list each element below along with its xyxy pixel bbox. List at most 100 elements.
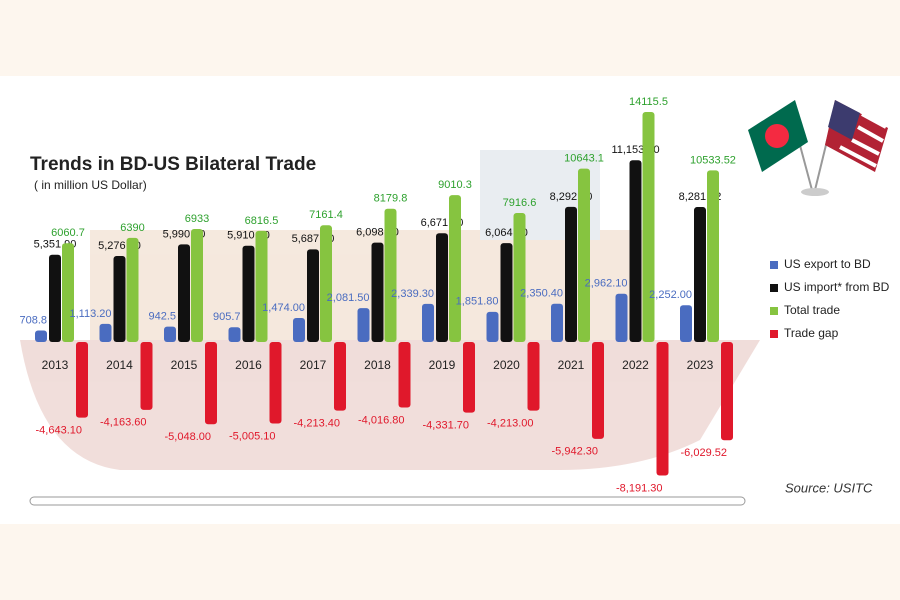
- x-tick-label: 2013: [42, 358, 69, 372]
- data-label: 2,962.10: [585, 278, 628, 290]
- data-label: 7916.6: [503, 197, 537, 209]
- bar: [721, 342, 733, 441]
- bar: [565, 206, 577, 342]
- chart-title: Trends in BD-US Bilateral Trade: [30, 154, 316, 175]
- bar: [371, 242, 384, 342]
- data-label: -4,213.00: [487, 418, 533, 430]
- x-tick-label: 2021: [558, 358, 585, 372]
- data-label: 942.5: [148, 311, 176, 323]
- bar: [113, 256, 126, 342]
- legend-swatch: [770, 284, 778, 292]
- flags: [748, 100, 888, 196]
- bar: [436, 233, 448, 342]
- data-label: 6816.5: [245, 215, 279, 227]
- bar: [269, 342, 282, 424]
- data-label: 2,252.00: [649, 289, 692, 301]
- data-label: -5,942.30: [552, 446, 598, 458]
- bar: [513, 213, 526, 342]
- bar: [398, 342, 411, 408]
- x-tick-label: 2015: [171, 358, 198, 372]
- data-label: 2,350.40: [520, 288, 563, 300]
- bar: [49, 254, 61, 342]
- data-label: 1,474.00: [262, 302, 305, 314]
- bar: [35, 330, 47, 342]
- data-label: 6933: [185, 213, 209, 225]
- bar: [334, 342, 346, 411]
- bar: [62, 243, 74, 342]
- data-label: 1,851.80: [456, 296, 499, 308]
- data-label: -8,191.30: [616, 482, 662, 494]
- legend-swatch: [770, 307, 778, 315]
- x-tick-label: 2016: [235, 358, 262, 372]
- legend-label: US export to BD: [784, 257, 871, 271]
- legend-label: Total trade: [784, 303, 840, 317]
- bar: [592, 342, 604, 439]
- bar: [500, 243, 513, 342]
- bar: [615, 293, 628, 342]
- bar: [293, 317, 305, 342]
- bar: [205, 342, 217, 425]
- data-label: 2,339.30: [391, 288, 434, 300]
- data-label: 1,113.20: [69, 308, 111, 320]
- bar: [99, 323, 112, 342]
- bar: [629, 160, 642, 342]
- bar: [76, 342, 88, 418]
- data-label: -4,016.80: [358, 414, 404, 426]
- source: Source: USITC: [785, 480, 873, 495]
- bar: [642, 112, 655, 342]
- bar: [656, 342, 669, 476]
- bar: [320, 225, 332, 342]
- bar: [164, 326, 176, 342]
- bar: [384, 208, 397, 342]
- data-label: -4,331.70: [423, 419, 469, 431]
- data-label: 6390: [120, 222, 144, 234]
- x-tick-label: 2022: [622, 358, 649, 372]
- bar: [140, 342, 153, 410]
- data-label: 8179.8: [374, 193, 408, 205]
- legend-label: US import* from BD: [784, 280, 890, 294]
- data-label: 9010.3: [438, 179, 472, 191]
- x-tick-label: 2023: [687, 358, 714, 372]
- data-label: -4,643.10: [36, 425, 82, 437]
- bar: [126, 237, 139, 342]
- data-label: -4,163.60: [100, 417, 146, 429]
- base-strip: [29, 496, 746, 506]
- bar: [551, 303, 563, 342]
- data-label: 2,081.50: [327, 292, 370, 304]
- data-label: -6,029.52: [681, 447, 727, 459]
- bar: [463, 342, 475, 413]
- bar: [449, 195, 461, 342]
- data-label: 10643.1: [564, 152, 604, 164]
- x-tick-label: 2019: [429, 358, 456, 372]
- bar: [578, 168, 590, 342]
- x-tick-label: 2014: [106, 358, 133, 372]
- data-label: 7161.4: [309, 209, 343, 221]
- chart-subtitle: ( in million US Dollar): [34, 178, 147, 192]
- bar: [255, 230, 268, 342]
- bar: [707, 170, 719, 342]
- legend-swatch: [770, 330, 778, 338]
- x-tick-label: 2017: [300, 358, 327, 372]
- x-tick-label: 2020: [493, 358, 520, 372]
- data-label: 14115.5: [629, 96, 668, 108]
- data-label: 905.7: [213, 311, 241, 323]
- data-label: 6060.7: [51, 227, 85, 239]
- bar: [228, 327, 241, 342]
- data-label: -5,005.10: [229, 430, 275, 442]
- bar: [422, 303, 434, 342]
- legend-label: Trade gap: [784, 326, 839, 340]
- data-label: 708.8: [19, 314, 47, 326]
- bar: [694, 207, 706, 342]
- bar: [242, 245, 255, 342]
- bar: [307, 249, 319, 342]
- bar: [680, 305, 692, 342]
- bar: [191, 229, 203, 342]
- data-label: -4,213.40: [294, 418, 340, 430]
- legend-swatch: [770, 261, 778, 269]
- x-tick-label: 2018: [364, 358, 391, 372]
- bar: [357, 308, 370, 342]
- bar: [178, 244, 190, 342]
- data-label: 10533.52: [690, 154, 736, 166]
- bar: [486, 311, 499, 342]
